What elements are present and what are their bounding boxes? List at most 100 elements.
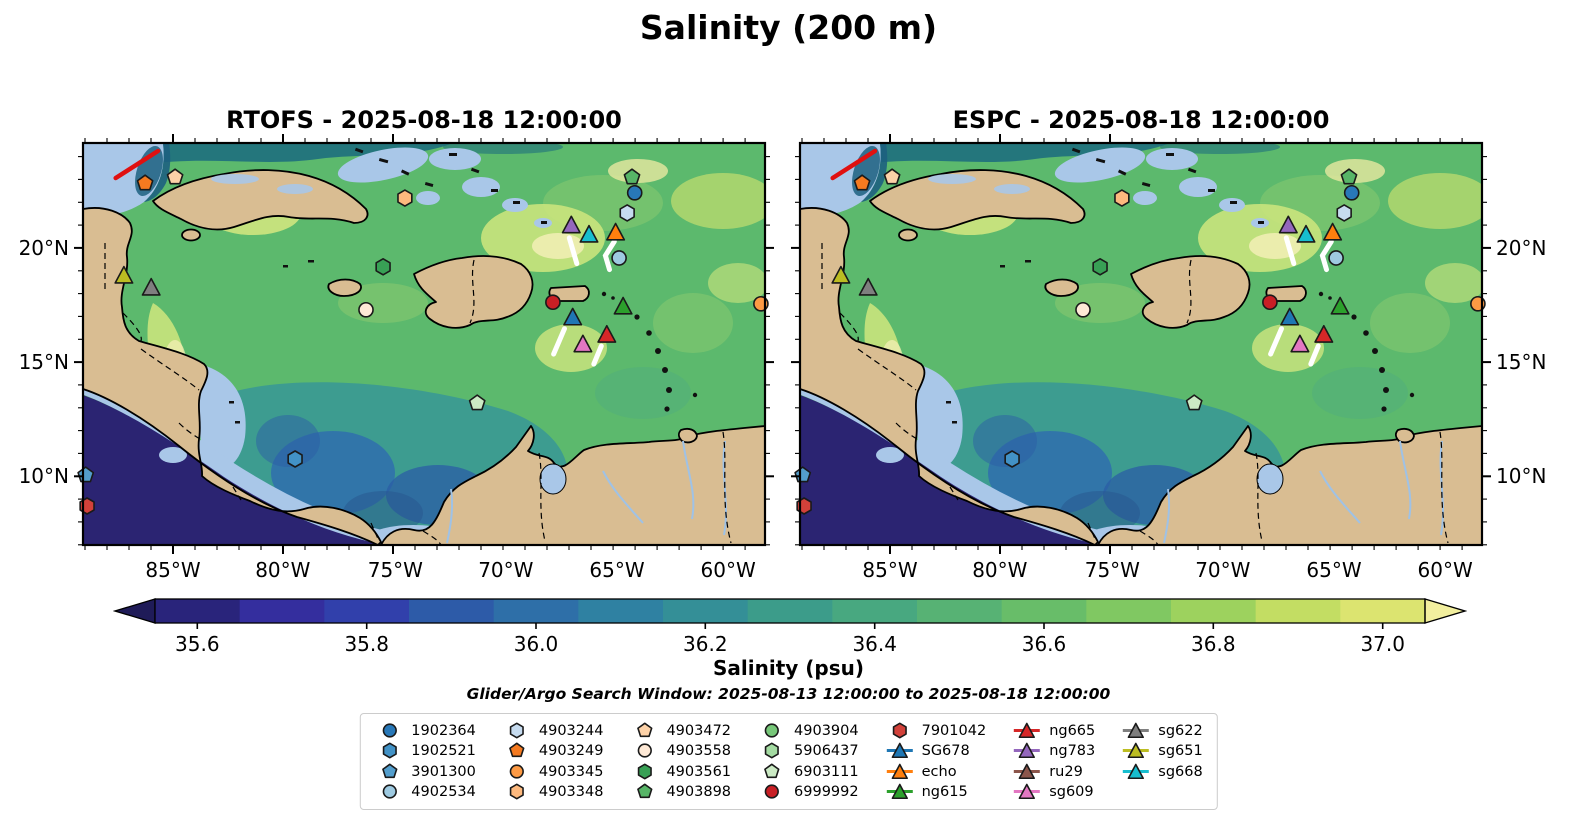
platform-marker-4903472 (883, 168, 901, 185)
track (591, 343, 604, 367)
legend: 1902364 1902521 3901300 4902534 4903244 49032… (359, 713, 1218, 810)
legend-entry-4903898: 4903898 (629, 783, 731, 803)
legend-entry-4903558: 4903558 (629, 742, 731, 762)
colorbar-tick-label: 36.4 (852, 632, 897, 656)
track (1268, 326, 1284, 357)
track (602, 239, 617, 273)
map-field (800, 143, 1482, 545)
figure-title: Salinity (200 m) (639, 8, 938, 47)
pentagon-marker-icon (509, 742, 525, 758)
pentagon-marker-icon (636, 722, 653, 737)
colorbar-tick-label: 35.6 (175, 632, 220, 656)
legend-column: 1902364 1902521 3901300 4902534 (374, 721, 476, 802)
pentagon-marker-icon (381, 763, 397, 778)
circle-marker-icon (764, 784, 780, 799)
legend-column: 4903244 4903249 4903345 4903348 (502, 721, 604, 802)
platform-marker-sg622 (858, 277, 878, 296)
platform-marker-ng665 (597, 324, 617, 343)
platform-marker-sg651 (831, 265, 851, 284)
platform-marker-4903898 (623, 168, 641, 185)
hexagon-marker-icon (382, 742, 397, 759)
pentagon-marker-icon (636, 783, 653, 799)
colorbar-tick-label: 36.8 (1191, 632, 1236, 656)
platform-marker-4903561 (1092, 258, 1108, 276)
platform-marker-sg609 (573, 334, 593, 353)
legend-entry-label: sg609 (1049, 784, 1094, 801)
legend-entry-label: 3901300 (411, 763, 476, 780)
legend-entry-label: 4902534 (411, 784, 476, 801)
platform-marker-sg668 (579, 224, 599, 243)
hexagon-marker-icon (764, 742, 780, 759)
platform-marker-1902364 (1343, 184, 1360, 201)
colorbar-tick-label: 37.0 (1360, 632, 1405, 656)
platform-marker-6999992 (1262, 294, 1278, 311)
track (1308, 343, 1321, 367)
glider-marker-icon (1014, 722, 1041, 738)
lon-tick-label: 70°W (478, 558, 534, 582)
map-field (83, 143, 765, 545)
platform-marker-4903472 (166, 168, 184, 185)
legend-entry-sg609: sg609 (1012, 783, 1095, 803)
platform-marker-4903348 (397, 189, 413, 207)
platform-marker-SG678 (563, 307, 583, 326)
legend-entry-6903111: 6903111 (757, 762, 859, 782)
platform-marker-echo (606, 222, 626, 241)
platform-marker-ng783 (561, 215, 581, 234)
legend-entry-sg622: sg622 (1121, 721, 1203, 741)
platform-marker-4903249 (853, 174, 871, 191)
glider-marker-icon (1123, 763, 1150, 779)
map-border (81, 141, 767, 547)
glider-marker-icon (1123, 722, 1150, 738)
legend-entry-ru29: ru29 (1012, 762, 1095, 782)
map-panel-rtofs: RTOFS - 2025-08-18 12:00:00 20°N 15°N 10°N… (19, 106, 774, 582)
legend-entry-label: SG678 (921, 743, 970, 760)
lon-tick-label: 60°W (1417, 558, 1473, 582)
legend-entry-label: ru29 (1049, 763, 1083, 780)
platform-marker-6903111 (1185, 394, 1203, 411)
legend-entry-label: 4903345 (538, 763, 604, 780)
colorbar-tick-label: 36.6 (1021, 632, 1067, 656)
track (566, 235, 580, 267)
platform-marker-ng615 (613, 296, 633, 315)
platform-marker-4902534 (1328, 250, 1344, 266)
legend-entry-5906437: 5906437 (757, 742, 859, 762)
legend-entry-4903345: 4903345 (502, 762, 604, 782)
glider-marker-icon (1014, 742, 1041, 759)
glider-marker-icon (1123, 742, 1150, 759)
platform-marker-3901300 (794, 466, 812, 483)
platform-marker-1902521 (287, 450, 303, 468)
track (113, 148, 161, 181)
colorbar-tick-label: 36.2 (683, 632, 728, 656)
pentagon-marker-icon (764, 763, 780, 778)
circle-marker-icon (637, 743, 652, 758)
track (1319, 239, 1334, 273)
platform-marker-sg622 (141, 277, 161, 296)
platform-marker-4903244 (1336, 204, 1352, 222)
platform-marker-4903244 (619, 204, 635, 222)
legend-entry-3901300: 3901300 (374, 762, 476, 782)
legend-entry-ng665: ng665 (1012, 721, 1095, 741)
legend-entry-1902364: 1902364 (374, 721, 476, 741)
legend-entry-label: 6903111 (794, 763, 859, 780)
legend-entry-7901042: 7901042 (885, 721, 987, 741)
legend-entry-label: 7901042 (921, 722, 987, 739)
legend-entry-label: 4903244 (538, 722, 604, 739)
platform-marker-4903348 (1114, 189, 1130, 207)
platform-marker-ng783 (1278, 215, 1298, 234)
colorbar-tick-label: 36.0 (513, 632, 559, 656)
track (1283, 235, 1297, 267)
legend-entry-echo: echo (885, 762, 987, 782)
circle-marker-icon (764, 723, 780, 738)
legend-entry-label: 4903348 (538, 784, 604, 801)
circle-marker-icon (382, 784, 397, 799)
lon-tick-label: 65°W (1306, 558, 1362, 582)
legend-entry-4903244: 4903244 (502, 721, 604, 741)
colorbar-label: Salinity (psu) (712, 656, 864, 680)
track (830, 148, 878, 181)
legend-column: ng665 ng783 ru29 sg609 (1012, 721, 1095, 802)
lat-tick-label: 20°N (1496, 235, 1547, 260)
search-window-note: Glider/Argo Search Window: 2025-08-13 12… (466, 685, 1111, 703)
legend-entry-ng783: ng783 (1012, 742, 1095, 762)
lon-tick-label: 85°W (862, 558, 918, 582)
legend-entry-label: sg622 (1158, 722, 1203, 739)
